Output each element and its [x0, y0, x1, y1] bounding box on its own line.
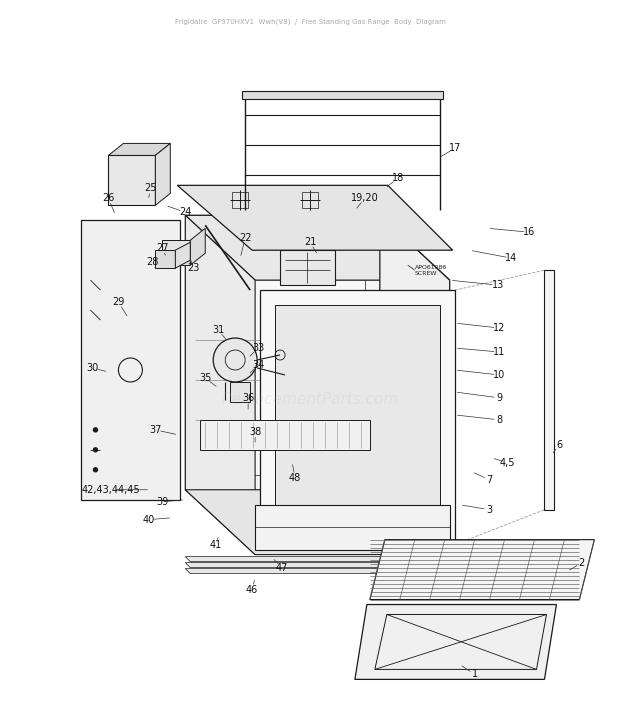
Text: 11: 11	[494, 347, 506, 357]
Text: 13: 13	[492, 280, 503, 290]
Polygon shape	[242, 90, 443, 98]
Text: 25: 25	[144, 183, 157, 193]
Polygon shape	[230, 382, 250, 402]
Text: 33: 33	[252, 343, 264, 353]
Text: 18: 18	[392, 173, 404, 183]
Text: 1: 1	[472, 669, 477, 679]
Text: 4,5: 4,5	[500, 458, 515, 468]
Text: 3: 3	[487, 505, 493, 515]
Text: 12: 12	[494, 323, 506, 333]
Text: 26: 26	[102, 193, 115, 204]
Text: 47: 47	[276, 562, 288, 573]
Text: 38: 38	[249, 427, 261, 437]
Text: 22: 22	[239, 233, 251, 243]
Text: 40: 40	[142, 515, 154, 525]
Polygon shape	[156, 144, 171, 205]
Polygon shape	[185, 557, 454, 562]
Text: 48: 48	[289, 473, 301, 483]
Text: 19,20: 19,20	[351, 193, 379, 204]
Text: 36: 36	[242, 393, 254, 403]
Text: 34: 34	[252, 360, 264, 370]
Text: 17: 17	[448, 144, 461, 153]
Polygon shape	[200, 230, 365, 475]
Polygon shape	[185, 569, 454, 573]
Polygon shape	[156, 251, 175, 268]
Text: 27: 27	[156, 243, 169, 253]
Text: 16: 16	[523, 227, 536, 238]
Polygon shape	[108, 144, 171, 155]
Polygon shape	[380, 215, 450, 554]
Polygon shape	[81, 220, 180, 500]
Circle shape	[94, 448, 97, 452]
Polygon shape	[162, 240, 190, 265]
Text: 7: 7	[487, 475, 493, 484]
Text: 30: 30	[86, 363, 99, 373]
Polygon shape	[280, 251, 335, 285]
Polygon shape	[185, 215, 380, 490]
Circle shape	[213, 338, 257, 382]
Text: 39: 39	[156, 497, 169, 507]
Text: 9: 9	[497, 393, 503, 403]
Circle shape	[94, 428, 97, 432]
Polygon shape	[185, 490, 450, 554]
Text: 10: 10	[494, 370, 506, 380]
Text: 28: 28	[146, 257, 159, 267]
Text: Frigidaire  GF970HXV1  Wwh(V8)  /  Free Standing Gas Range  Body  Diagram: Frigidaire GF970HXV1 Wwh(V8) / Free Stan…	[175, 19, 445, 25]
Polygon shape	[185, 215, 255, 554]
Text: 23: 23	[187, 264, 200, 273]
Polygon shape	[175, 242, 190, 268]
Polygon shape	[185, 215, 450, 280]
Polygon shape	[544, 270, 554, 510]
Polygon shape	[260, 290, 454, 544]
Polygon shape	[370, 539, 595, 599]
Polygon shape	[190, 228, 205, 265]
Text: ReplacementParts.com: ReplacementParts.com	[221, 393, 399, 407]
Text: 21: 21	[304, 238, 316, 247]
Polygon shape	[108, 155, 156, 205]
Text: APO61086
SCREW: APO61086 SCREW	[415, 265, 447, 276]
Polygon shape	[177, 186, 453, 251]
Text: 31: 31	[212, 325, 224, 335]
Text: 29: 29	[112, 297, 125, 307]
Text: 14: 14	[505, 253, 518, 264]
Polygon shape	[200, 420, 370, 450]
Text: 6: 6	[556, 440, 562, 450]
Circle shape	[94, 468, 97, 471]
Text: 42,43,44,45: 42,43,44,45	[81, 484, 140, 495]
Text: 35: 35	[199, 373, 211, 383]
Polygon shape	[275, 305, 440, 515]
Text: 41: 41	[209, 539, 221, 549]
Polygon shape	[255, 505, 450, 549]
Text: 37: 37	[149, 425, 162, 435]
Text: 46: 46	[246, 585, 259, 594]
Text: 8: 8	[497, 415, 503, 425]
Text: 24: 24	[179, 207, 192, 217]
Polygon shape	[355, 604, 556, 679]
Text: 2: 2	[578, 557, 585, 567]
Polygon shape	[185, 562, 454, 567]
